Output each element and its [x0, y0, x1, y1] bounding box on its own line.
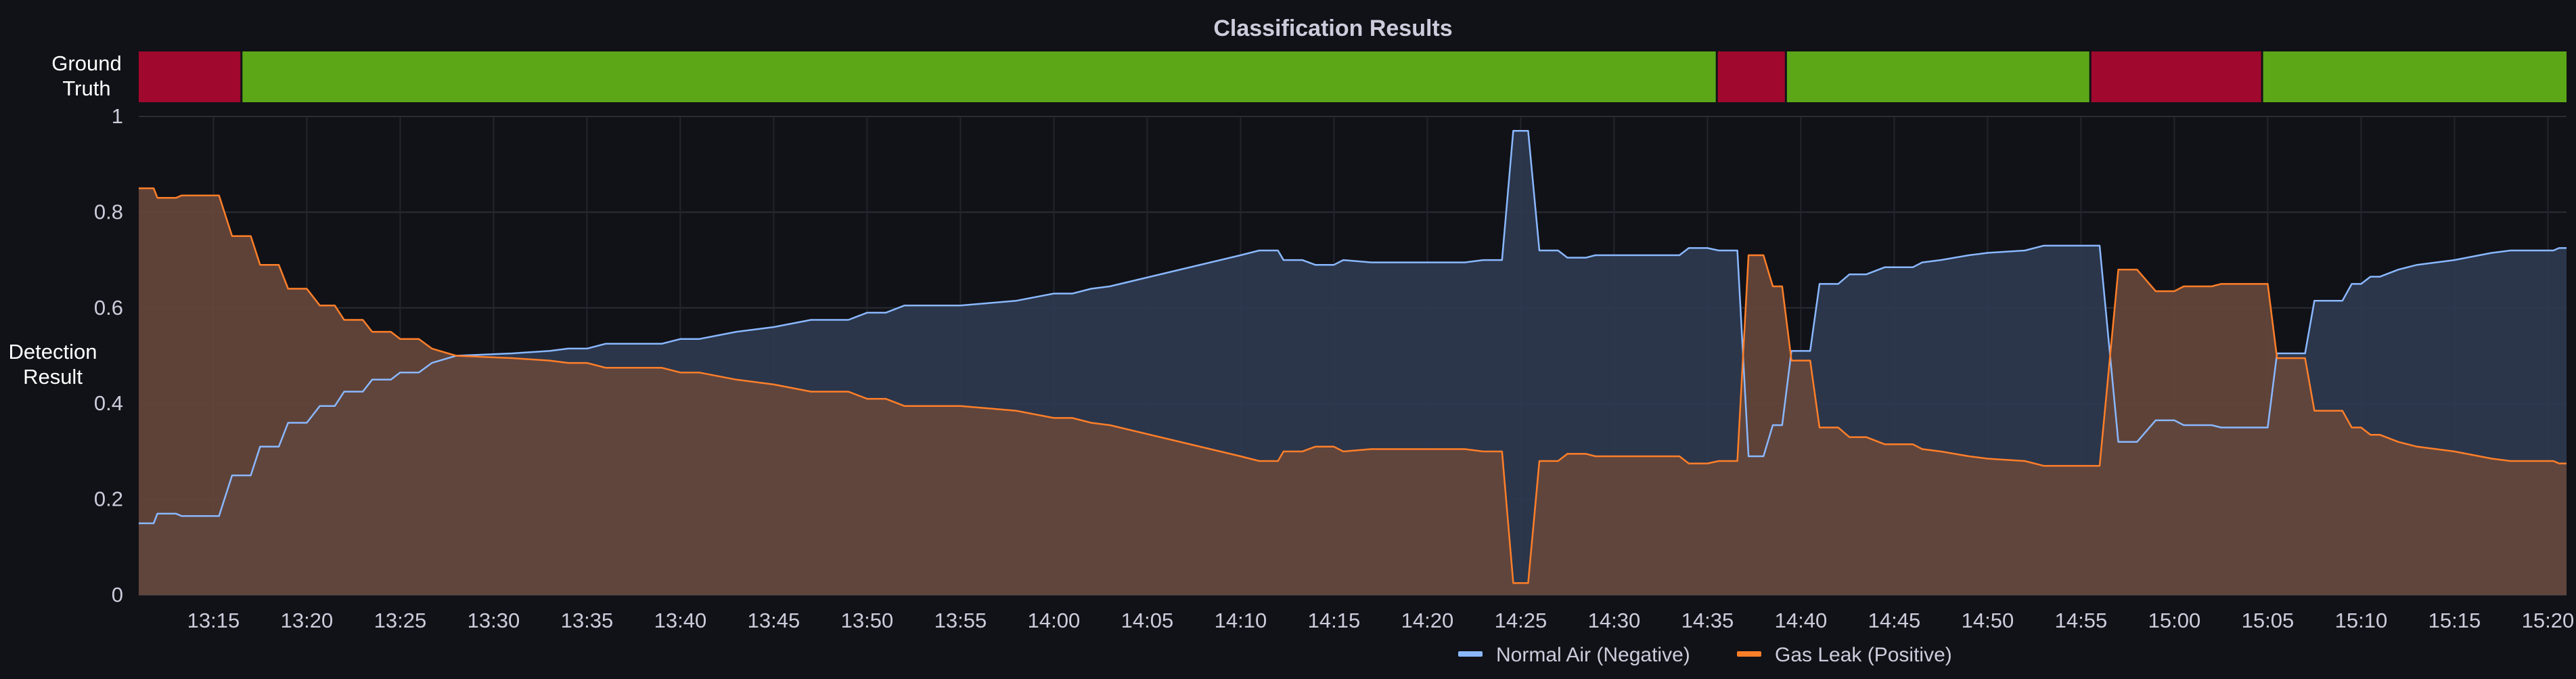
y-tick-label: 0 — [112, 583, 123, 607]
x-tick-label: 14:35 — [1681, 609, 1734, 632]
timeline-segment-negative — [1786, 51, 2091, 102]
x-tick-label: 14:15 — [1308, 609, 1361, 632]
ground-truth-label-line2: Truth — [62, 76, 110, 100]
legend-item-label: Gas Leak (Positive) — [1775, 644, 1952, 666]
x-tick-label: 13:15 — [187, 609, 240, 632]
x-tick-label: 14:05 — [1121, 609, 1174, 632]
x-tick-label: 13:25 — [374, 609, 427, 632]
x-tick-label: 15:10 — [2335, 609, 2388, 632]
legend-swatch — [1737, 651, 1761, 657]
timeline-segment-positive — [139, 51, 242, 102]
x-tick-label: 13:50 — [841, 609, 894, 632]
timeline-segment-negative — [2262, 51, 2567, 102]
x-axis-ticks: 13:15 13:20 13:25 13:30 13:35 13:40 13:45 13:50… — [187, 609, 2575, 632]
chart-areas — [139, 129, 2567, 595]
x-tick-label: 13:55 — [934, 609, 987, 632]
chart-legend: Normal Air (Negative) Gas Leak (Positive) — [1458, 644, 1952, 666]
x-tick-label: 14:30 — [1588, 609, 1641, 632]
x-tick-label: 13:30 — [468, 609, 520, 632]
timeline-segment-positive — [2090, 51, 2263, 102]
x-tick-label: 15:20 — [2522, 609, 2575, 632]
x-tick-label: 14:20 — [1401, 609, 1454, 632]
series-line — [139, 129, 2567, 525]
x-tick-label: 14:00 — [1028, 609, 1081, 632]
y-axis-label-line1: Detection — [9, 340, 97, 364]
series-group — [139, 129, 2567, 595]
y-tick-label: 0.2 — [94, 487, 123, 511]
x-tick-label: 13:45 — [748, 609, 800, 632]
series-line — [139, 187, 2567, 584]
y-tick-label: 0.8 — [94, 200, 123, 223]
x-tick-label: 14:50 — [1962, 609, 2014, 632]
x-tick-label: 14:45 — [1868, 609, 1921, 632]
x-tick-label: 15:00 — [2148, 609, 2201, 632]
ground-truth-timeline — [139, 51, 2567, 102]
y-axis-ticks: 0 0.2 0.4 0.6 0.8 1 — [94, 104, 123, 607]
chart-title: Classification Results — [1213, 16, 1452, 41]
x-tick-label: 15:15 — [2428, 609, 2481, 632]
x-tick-label: 15:05 — [2242, 609, 2295, 632]
x-tick-label: 14:25 — [1495, 609, 1547, 632]
y-tick-label: 0.6 — [94, 296, 123, 320]
y-tick-label: 1 — [112, 104, 123, 128]
x-tick-label: 13:40 — [654, 609, 707, 632]
ground-truth-label-line1: Ground — [51, 51, 121, 75]
x-tick-label: 13:20 — [281, 609, 334, 632]
series-area — [139, 188, 2567, 595]
x-tick-label: 14:10 — [1215, 609, 1267, 632]
x-tick-label: 14:55 — [2055, 609, 2108, 632]
timeline-segment-negative — [241, 51, 1717, 102]
y-axis-label-line2: Result — [23, 365, 83, 389]
legend-item-label: Normal Air (Negative) — [1496, 644, 1690, 666]
y-tick-label: 0.4 — [94, 391, 123, 415]
x-tick-label: 13:35 — [561, 609, 614, 632]
legend-swatch — [1458, 651, 1483, 657]
timeline-segment-positive — [1717, 51, 1786, 102]
x-tick-label: 14:40 — [1775, 609, 1828, 632]
